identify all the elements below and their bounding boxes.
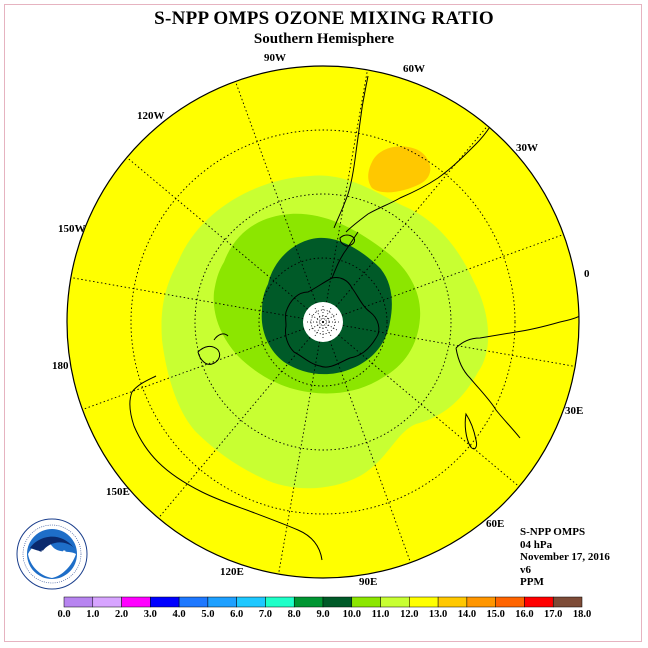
meridian-line (158, 337, 311, 519)
lon-label-30w: 30W (516, 142, 538, 154)
colorbar-tick-label: 11.0 (371, 609, 390, 620)
new-zealand (197, 333, 229, 365)
lon-label-120w: 120W (137, 110, 165, 122)
noaa-logo: NOAA (16, 518, 88, 590)
meridian-line (126, 157, 308, 310)
pole-graticule (307, 306, 339, 338)
colorbar-tick-label: 9.0 (316, 609, 330, 620)
meridian-line (326, 69, 368, 303)
colorbar-tick-label: 14.0 (457, 609, 477, 620)
map-border (66, 65, 580, 579)
info-version: v6 (520, 563, 531, 576)
meridian-line (235, 81, 317, 304)
colorbar-tick-label: 6.0 (230, 609, 244, 620)
latitude-circle (258, 257, 388, 387)
australia-coast (129, 375, 323, 561)
coastlines (129, 75, 579, 561)
meridian-line (335, 125, 488, 307)
colorbar-tick-label: 12.0 (400, 609, 419, 620)
lon-label-60w: 60W (403, 63, 425, 75)
meridian-line (70, 277, 304, 319)
graticule (70, 69, 576, 575)
africa-coast (455, 315, 579, 439)
colorbar-tick-label: 0.0 (57, 609, 71, 620)
info-instrument: S-NPP OMPS (520, 526, 586, 538)
south-america-coast (333, 75, 501, 233)
info-units: PPM (520, 576, 544, 588)
lon-label-150e: 150E (106, 486, 130, 498)
meridian-line (278, 341, 320, 575)
map-title: S-NPP OMPS OZONE MIXING RATIO (154, 8, 494, 29)
ozone-high-patch (368, 146, 431, 193)
madagascar (464, 412, 477, 450)
colorbar-tick-label: 1.0 (86, 609, 100, 620)
product-info: S-NPP OMPS 04 hPa November 17, 2016 v6 P… (520, 526, 610, 589)
figure-frame (4, 4, 642, 642)
lon-label-150w: 150W (58, 223, 86, 235)
info-level: 04 hPa (520, 538, 553, 551)
noaa-emblem-icon: NOAA (16, 518, 88, 590)
map-subtitle: Southern Hemisphere (253, 31, 395, 47)
latitude-circle (194, 193, 452, 451)
colorbar-tick-label: 2.0 (114, 609, 129, 620)
meridian-line (82, 328, 305, 410)
colorbar-tick-label: 16.0 (515, 609, 534, 620)
antarctica-coast (285, 277, 380, 368)
noaa-logo-text: NOAA (36, 549, 68, 561)
colorbar-tick-label: 15.0 (486, 609, 505, 620)
lon-label-60e: 60E (486, 518, 505, 530)
meridian-line (329, 340, 411, 563)
lon-label-30e: 30E (565, 405, 584, 417)
meridian-line (338, 334, 520, 487)
lon-label-90e: 90E (359, 576, 378, 588)
meridian-line (342, 325, 576, 367)
colorbar-tick-label: 5.0 (201, 609, 215, 620)
tierra-del-fuego (339, 234, 355, 247)
meridian-line (341, 234, 564, 316)
colorbar-tick-label: 10.0 (342, 609, 361, 620)
lon-label-90w: 90W (264, 52, 286, 64)
colorbar-tick-label: 18.0 (572, 609, 592, 620)
colorbar-tick-label: 17.0 (544, 609, 563, 620)
lon-label-120e: 120E (220, 566, 244, 578)
lon-label-180: 180 (52, 360, 69, 372)
colorbar-tick-label: 8.0 (287, 609, 301, 620)
colorbar-tick-label: 7.0 (258, 609, 272, 620)
colorbar-tick-label: 4.0 (172, 609, 186, 620)
info-date: November 17, 2016 (520, 551, 610, 563)
lon-label-0: 0 (584, 268, 590, 280)
antarctic-peninsula (331, 231, 359, 279)
colorbar-tick-label: 3.0 (143, 609, 157, 620)
latitude-circle (130, 129, 516, 515)
colorbar-tick-label: 13.0 (428, 609, 448, 620)
